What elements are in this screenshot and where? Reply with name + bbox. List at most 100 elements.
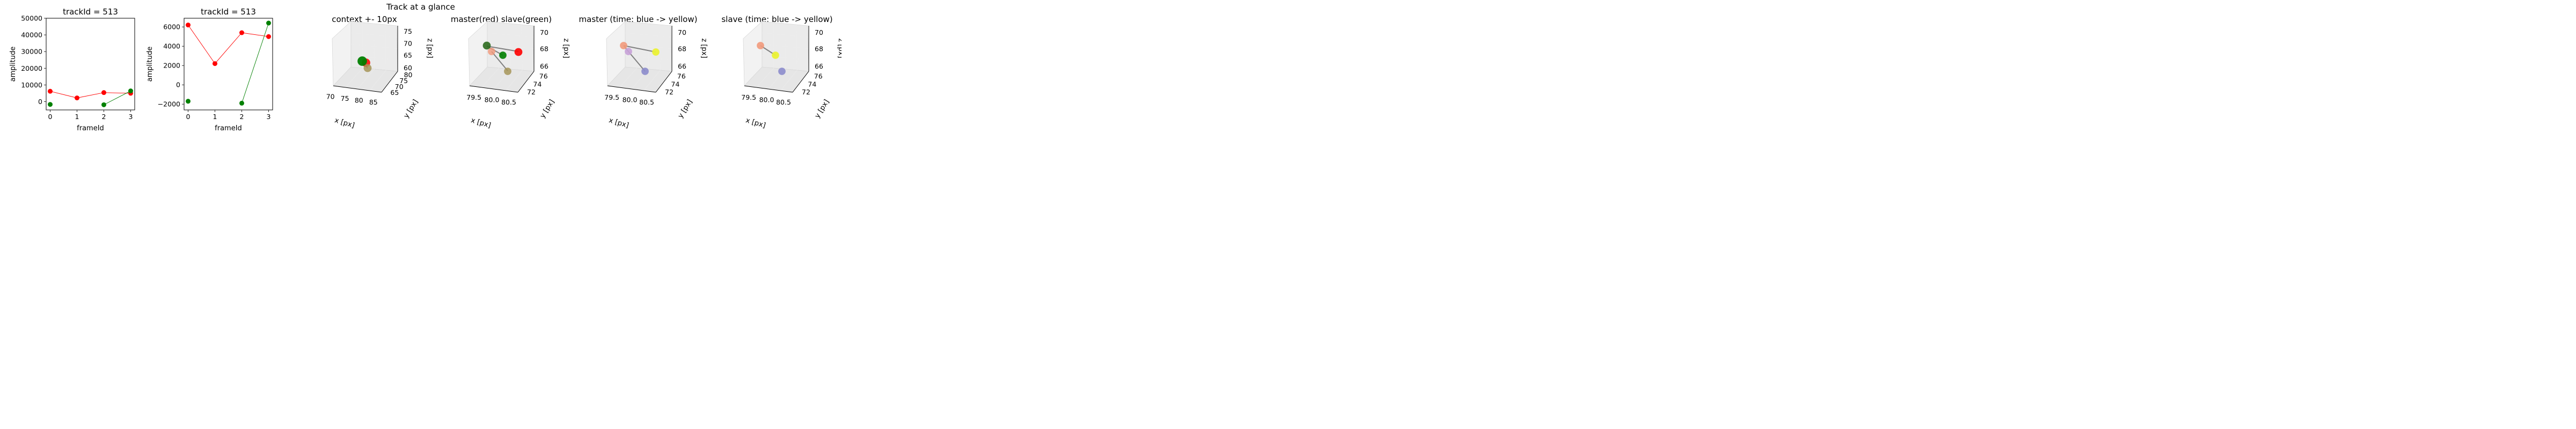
grid-line [521, 24, 523, 71]
y-tick-label: 72 [665, 88, 674, 96]
y-tick-label: 76 [814, 72, 823, 80]
y-tick-label: 74 [671, 80, 679, 88]
master-time-marker [641, 68, 649, 75]
y-tick-label: 72 [802, 88, 810, 96]
grid-line [643, 70, 661, 91]
y-tick-label: 76 [539, 72, 548, 80]
slave-point [239, 100, 244, 106]
y-tick-label: 30000 [21, 48, 42, 56]
slave-time-marker [757, 42, 764, 49]
chart-title: slave (time: blue -> yellow) [721, 14, 832, 24]
z-tick-label: 60 [404, 64, 412, 72]
chart-title: master(red) slave(green) [451, 14, 552, 24]
slave-marker [482, 41, 491, 50]
y-tick-label: 76 [677, 72, 686, 80]
slave-point [48, 102, 53, 107]
trajectory-segment [628, 51, 646, 72]
x-tick-label: 79.5 [741, 93, 756, 101]
z-axis-label: z [px] [562, 38, 570, 58]
z-tick-label: 68 [815, 45, 823, 53]
x-tick-label: 3 [129, 113, 133, 121]
z-axis-label: z [px] [837, 38, 841, 58]
slave-series-line [104, 91, 131, 105]
y-tick-label: 0 [176, 81, 180, 89]
y-tick-label: 72 [527, 88, 536, 96]
y-axis-line [792, 71, 809, 93]
x-tick-label: 79.5 [604, 93, 619, 101]
x-axis-line [744, 85, 793, 93]
x-tick-label: 0 [186, 113, 191, 121]
master-point [186, 23, 191, 28]
y-tick-label: 74 [808, 80, 816, 88]
x-axis-label: frameId [215, 124, 242, 132]
trajectory-segment [623, 45, 656, 53]
trajectory-segment [491, 51, 508, 71]
master-point [75, 95, 79, 101]
3d-scatter-4: slave (time: blue -> yellow) 79.5 80.0 80.5… [721, 14, 841, 130]
grid-line [762, 55, 809, 61]
y-tick-label: 40000 [21, 31, 42, 39]
grid-line [369, 70, 386, 91]
x-tick-label: 80.5 [776, 98, 791, 106]
y-axis-line [381, 71, 398, 93]
grid-line [625, 44, 672, 49]
z-tick-label: 68 [678, 45, 686, 53]
master-series-line [188, 25, 269, 64]
figure: Track at a glance trackId = 513 0 1 2 3 0 1000… [9, 2, 841, 132]
z-tick-label: 66 [540, 62, 548, 70]
z-tick-label: 70 [815, 28, 823, 36]
master-point [48, 88, 53, 94]
grid-line [345, 68, 363, 88]
master-marker [514, 48, 523, 56]
slave-marker [504, 68, 511, 75]
master-time-marker [652, 48, 660, 56]
slave-point [101, 102, 106, 107]
grid-line [385, 24, 386, 71]
y-tick-label: 80 [404, 71, 413, 79]
y-axis-label: y [px] [677, 98, 694, 120]
x-axis-label: x [px] [608, 116, 630, 130]
x-axis-line [607, 85, 656, 93]
trajectory-segment [486, 46, 519, 52]
x-tick-label: 80.0 [623, 96, 638, 104]
y-axis-label: y [px] [814, 98, 831, 120]
slave-marker [499, 51, 507, 59]
grid-line [506, 70, 523, 91]
grid-line [481, 68, 500, 88]
z-tick-label: 65 [404, 51, 412, 59]
x-tick-label: 80.5 [501, 98, 516, 106]
z-tick-label: 70 [540, 28, 548, 36]
x-tick-label: 75 [341, 94, 349, 102]
y-axis-label: amplitude [146, 47, 154, 82]
x-axis-label: x [px] [470, 116, 492, 130]
y-tick-label: −2000 [158, 100, 180, 108]
master-time-marker [620, 42, 627, 49]
x-axis-label: x [px] [334, 116, 356, 130]
slave-point [186, 99, 191, 104]
slave-point [128, 88, 133, 94]
master-series-line [50, 91, 131, 99]
grid-line [487, 44, 534, 49]
y-tick-label: 70 [395, 83, 404, 91]
plot-frame [46, 18, 135, 110]
figure-title: Track at a glance [386, 2, 455, 12]
grid-line [796, 24, 797, 71]
line-chart-2: trackId = 513 0 1 2 3 −2000 0 2000 4000 6000 frame… [146, 7, 273, 132]
slave-marker [357, 56, 367, 66]
grid-line [350, 55, 398, 61]
y-tick-label: 0 [38, 98, 42, 106]
z-tick-label: 70 [678, 28, 686, 36]
y-axis-label: y [px] [402, 98, 420, 120]
chart-title: master (time: blue -> yellow) [579, 14, 698, 24]
master-marker [488, 48, 495, 55]
3d-scatter-3: master (time: blue -> yellow) 79.5 80.0 80.… [579, 14, 708, 130]
z-tick-label: 66 [815, 62, 823, 70]
context-marker [363, 64, 372, 72]
chart-title: context +- 10px [332, 14, 397, 24]
grid-line [762, 44, 809, 49]
master-point [101, 90, 106, 95]
x-tick-label: 1 [213, 113, 217, 121]
z-tick-label: 70 [404, 39, 412, 47]
x-tick-label: 80.0 [485, 96, 500, 104]
z-axis-label: z [px] [426, 38, 434, 58]
